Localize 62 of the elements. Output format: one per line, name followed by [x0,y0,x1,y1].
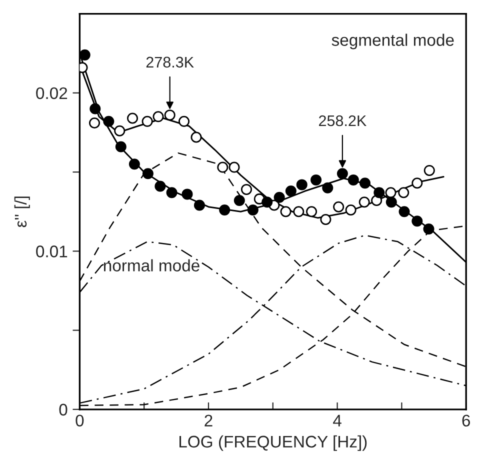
point [115,141,126,152]
point [358,196,370,208]
point [89,117,100,128]
point [114,125,126,136]
point [274,192,285,203]
y-tick-label: 0.01 [36,246,68,258]
y-axis-title: ε'' [/] [14,196,30,228]
point [154,180,166,192]
point [333,201,344,212]
point [310,174,322,186]
point [345,204,356,216]
x-tick-label: 4 [333,414,342,426]
x-tick-label: 0 [76,414,84,427]
point [398,187,410,198]
point [142,116,153,127]
point [398,206,410,218]
point [228,162,240,173]
point [424,164,435,176]
point [386,196,397,208]
y-tick-label: 0 [59,404,68,416]
point [103,116,114,127]
point [322,182,334,194]
point [385,187,396,198]
point [348,174,359,186]
annotation: 278.3K [146,56,194,68]
point [182,188,193,200]
annotation: normal mode [104,259,200,272]
y-tick-label: 0.02 [36,87,68,100]
annotation: 258.2K [319,115,366,126]
point [219,204,230,216]
point [80,49,90,60]
point [320,214,332,226]
x-tick-label: 2 [204,414,212,426]
annotation: segmental mode [332,34,454,50]
point [194,200,205,211]
point [412,178,423,189]
point [374,187,385,198]
x-axis-title: LOG (FREQUENCY [Hz]) [179,435,367,451]
point [412,216,423,227]
point [152,111,164,122]
point [296,179,308,190]
point [293,206,304,218]
point [166,187,178,198]
point [285,186,296,197]
point [423,224,434,235]
point [280,206,292,218]
point [126,112,138,124]
point [178,116,190,127]
point [142,168,154,180]
point [234,195,245,206]
point [240,184,252,195]
point [164,110,176,121]
point [262,196,273,208]
point [190,132,202,143]
x-tick-label: 6 [462,414,470,427]
point [359,178,370,189]
point [247,204,258,216]
point [128,158,140,170]
point [306,206,318,218]
point [90,103,101,114]
point [217,162,228,173]
point [336,168,348,180]
